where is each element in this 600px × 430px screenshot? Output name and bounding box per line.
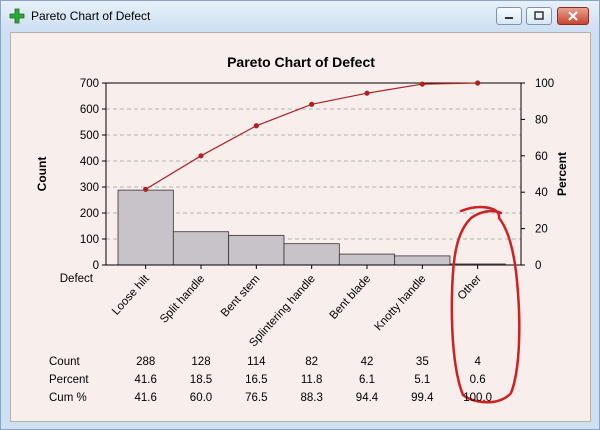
grid-lines	[106, 108, 521, 240]
maximize-icon	[534, 11, 544, 20]
bar	[338, 253, 396, 266]
x-tick-label: Bent stem	[219, 273, 263, 320]
bar	[394, 255, 451, 266]
red-annotation-circle	[450, 205, 521, 404]
table-cell: 82	[305, 356, 319, 368]
y-tick-label: 200	[80, 208, 99, 220]
table-row-label: Count	[49, 356, 80, 368]
y-tick-label: 100	[80, 234, 99, 246]
y-tick-label: 400	[80, 156, 99, 168]
pareto-chart: Pareto Chart of Defect 01002003004005006…	[35, 54, 569, 404]
close-icon	[568, 11, 578, 21]
cumulative-point	[143, 186, 149, 192]
chart-area: Pareto Chart of Defect 0 100 200 300 400 500 6…	[10, 32, 591, 422]
table-cell: 288	[136, 356, 156, 368]
table-row-label: Cum %	[49, 392, 87, 404]
cumulative-line	[143, 80, 481, 192]
y-tick-label: 0	[93, 260, 99, 272]
maximize-button[interactable]	[526, 7, 552, 25]
bar	[283, 243, 340, 266]
table-cell: 100.0	[463, 392, 493, 404]
x-tick-label: Knotty handle	[373, 273, 429, 333]
bar	[172, 231, 230, 266]
bars	[117, 189, 506, 266]
table-cell: 41.6	[134, 392, 157, 404]
green-plus-icon	[9, 8, 25, 24]
x-tick-label: Loose hilt	[110, 272, 152, 317]
table-cell: 60.0	[189, 392, 213, 404]
table-cell: 6.1	[359, 374, 375, 386]
table-cell: 4	[474, 356, 481, 368]
y2-tick-label: 20	[535, 224, 548, 236]
cumulative-point	[475, 80, 481, 86]
table-cell: 0.6	[469, 374, 486, 386]
table-cell: 41.6	[134, 374, 157, 386]
x-tick-label: Other	[456, 273, 484, 303]
table-cell: 99.4	[411, 392, 434, 404]
right-axis: 0 20 40 60 80 100	[521, 78, 554, 272]
table-cell: 18.5	[189, 374, 213, 386]
minimize-icon	[505, 17, 513, 19]
y-tick-label: 600	[80, 104, 99, 116]
cumulative-point	[253, 123, 259, 129]
y2-tick-label: 80	[535, 114, 548, 126]
cumulative-point	[309, 101, 315, 107]
x-tick-label: Split handle	[158, 273, 207, 326]
cumulative-polyline	[145, 82, 478, 190]
plot-frame	[105, 82, 522, 266]
bar	[117, 189, 174, 266]
close-button[interactable]	[557, 7, 589, 25]
table-cell: 42	[360, 356, 374, 368]
table-cell: 128	[191, 356, 211, 368]
y-tick-label: 300	[80, 182, 99, 194]
y-tick-label: 700	[80, 78, 99, 90]
cumulative-point	[364, 90, 370, 96]
x-axis-label: Defect	[60, 273, 94, 285]
y2-tick-label: 100	[535, 78, 554, 90]
cumulative-point	[198, 153, 204, 159]
y2-tick-label: 40	[535, 187, 548, 199]
table-cell: 76.5	[245, 392, 268, 404]
x-axis: Loose hilt Split handle Bent stemSplinteri…	[110, 265, 484, 349]
table-cell: 88.3	[300, 392, 323, 404]
x-tick-label: Bent blade	[328, 273, 374, 322]
y2-tick-label: 60	[535, 151, 548, 163]
table-cell: 94.4	[355, 392, 379, 404]
table-cell: 11.8	[300, 374, 323, 386]
y-axis-label: Count	[35, 157, 49, 192]
table-cell: 16.5	[245, 374, 268, 386]
table-cell: 5.1	[414, 374, 431, 386]
title-bar[interactable]: Pareto Chart of Defect	[1, 1, 599, 31]
y-tick-label: 500	[80, 130, 99, 142]
minimize-button[interactable]	[496, 7, 522, 25]
window-title: Pareto Chart of Defect	[31, 9, 151, 23]
table-cell: 35	[415, 356, 429, 368]
table-row-label: Percent	[49, 374, 89, 386]
left-axis: 0 100 200 300 400 500 600 700	[80, 78, 106, 272]
bar	[228, 234, 285, 266]
table-cell: 114	[247, 356, 266, 368]
cumulative-point	[419, 81, 425, 87]
chart-title: Pareto Chart of Defect	[227, 54, 375, 70]
y2-tick-label: 0	[535, 260, 541, 272]
y2-axis-label: Percent	[555, 152, 569, 196]
